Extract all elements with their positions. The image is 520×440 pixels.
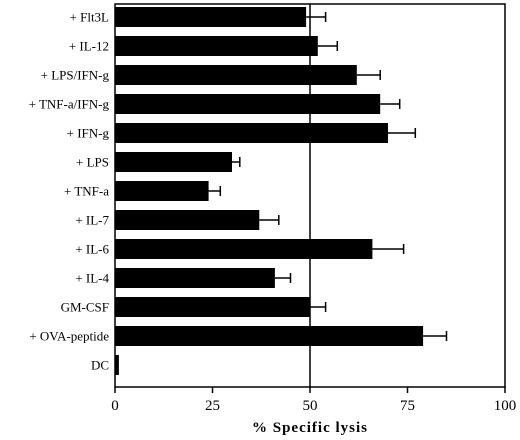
bar — [115, 7, 307, 27]
x-tick-label: 50 — [303, 398, 318, 414]
bar — [115, 152, 232, 172]
x-tick-label: 25 — [205, 398, 220, 414]
category-label: + IL-4 — [75, 271, 109, 286]
category-label: + LPS — [76, 155, 109, 170]
x-axis-label: % Specific lysis — [252, 420, 368, 436]
x-tick-label: 0 — [111, 398, 119, 414]
category-label: + IL-7 — [75, 213, 109, 228]
category-label: + IL-6 — [75, 242, 109, 257]
category-label: + IL-12 — [69, 39, 109, 54]
category-label: + TNF-a/IFN-g — [29, 97, 110, 112]
bar — [115, 36, 318, 56]
bar — [115, 297, 310, 317]
category-label: + TNF-a — [64, 184, 109, 199]
x-tick-label: 100 — [494, 398, 517, 414]
category-label: + IFN-g — [67, 126, 110, 141]
x-tick-label: 75 — [400, 398, 415, 414]
bar — [115, 355, 119, 375]
category-label: + Flt3L — [70, 10, 110, 25]
bar — [115, 181, 209, 201]
bar — [115, 268, 275, 288]
category-label: + LPS/IFN-g — [41, 68, 110, 83]
bar — [115, 326, 424, 346]
bar — [115, 94, 381, 114]
category-label: DC — [91, 358, 109, 373]
bar — [115, 65, 357, 85]
category-label: GM-CSF — [61, 300, 109, 315]
bar — [115, 210, 260, 230]
category-label: + OVA-peptide — [29, 329, 109, 344]
bar — [115, 123, 388, 143]
bar — [115, 239, 373, 259]
